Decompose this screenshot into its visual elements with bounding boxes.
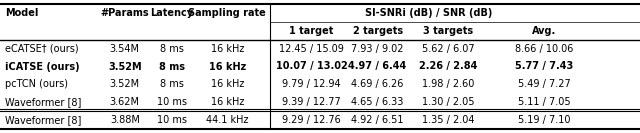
Text: 8 ms: 8 ms [159,79,184,89]
Text: 4.69 / 6.26: 4.69 / 6.26 [351,79,404,89]
Text: pcTCN (ours): pcTCN (ours) [5,79,68,89]
Text: 9.39 / 12.77: 9.39 / 12.77 [282,97,341,107]
Text: 16 kHz: 16 kHz [211,97,244,107]
Text: iCATSE (ours): iCATSE (ours) [5,61,80,72]
Text: 3.88M: 3.88M [110,115,140,125]
Text: 3 targets: 3 targets [423,26,473,36]
Text: 2 targets: 2 targets [353,26,403,36]
Text: 10.07 / 13.02: 10.07 / 13.02 [276,61,348,72]
Text: 16 kHz: 16 kHz [211,44,244,54]
Text: 1.98 / 2.60: 1.98 / 2.60 [422,79,474,89]
Text: Avg.: Avg. [532,26,556,36]
Text: Model: Model [5,8,38,18]
Text: 3.54M: 3.54M [110,44,140,54]
Text: Latency: Latency [150,8,193,18]
Text: 3.52M: 3.52M [108,61,141,72]
Text: 3.52M: 3.52M [109,79,140,89]
Text: 5.49 / 7.27: 5.49 / 7.27 [518,79,570,89]
Text: SI-SNRi (dB) / SNR (dB): SI-SNRi (dB) / SNR (dB) [365,8,493,18]
Text: 3.62M: 3.62M [110,97,140,107]
Text: 16 kHz: 16 kHz [209,61,246,72]
Text: 2.26 / 2.84: 2.26 / 2.84 [419,61,477,72]
Text: 1 target: 1 target [289,26,334,36]
Text: 9.79 / 12.94: 9.79 / 12.94 [282,79,341,89]
Text: 4.97 / 6.44: 4.97 / 6.44 [348,61,407,72]
Text: 10 ms: 10 ms [157,115,186,125]
Text: #Params: #Params [100,8,149,18]
Text: 5.77 / 7.43: 5.77 / 7.43 [515,61,573,72]
Text: Waveformer [8]: Waveformer [8] [5,115,81,125]
Text: 5.62 / 6.07: 5.62 / 6.07 [422,44,474,54]
Text: Waveformer [8]: Waveformer [8] [5,97,81,107]
Text: 4.65 / 6.33: 4.65 / 6.33 [351,97,404,107]
Text: 1.35 / 2.04: 1.35 / 2.04 [422,115,474,125]
Text: 9.29 / 12.76: 9.29 / 12.76 [282,115,341,125]
Text: 8.66 / 10.06: 8.66 / 10.06 [515,44,573,54]
Text: 8 ms: 8 ms [159,61,184,72]
Text: 5.19 / 7.10: 5.19 / 7.10 [518,115,570,125]
Text: eCATSE† (ours): eCATSE† (ours) [5,44,79,54]
Text: 10 ms: 10 ms [157,97,186,107]
Text: 4.92 / 6.51: 4.92 / 6.51 [351,115,404,125]
Text: Sampling rate: Sampling rate [188,8,266,18]
Text: 8 ms: 8 ms [159,44,184,54]
Text: 12.45 / 15.09: 12.45 / 15.09 [279,44,344,54]
Text: 44.1 kHz: 44.1 kHz [206,115,248,125]
Text: 1.30 / 2.05: 1.30 / 2.05 [422,97,474,107]
Text: 7.93 / 9.02: 7.93 / 9.02 [351,44,404,54]
Text: 5.11 / 7.05: 5.11 / 7.05 [518,97,570,107]
Text: 16 kHz: 16 kHz [211,79,244,89]
